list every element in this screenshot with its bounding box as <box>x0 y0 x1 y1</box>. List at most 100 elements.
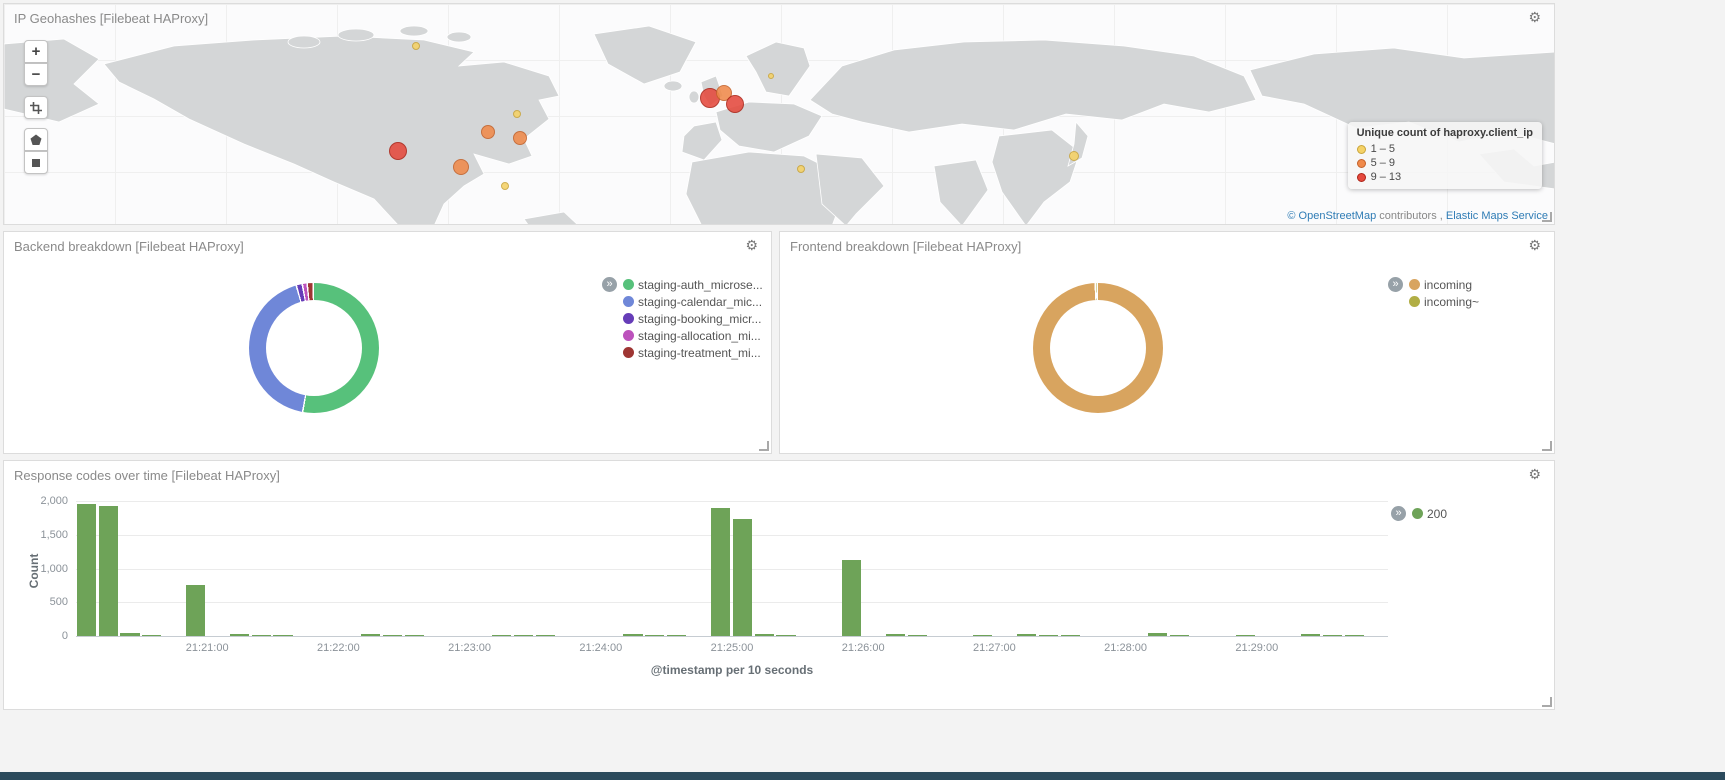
bar-21:23:10[interactable] <box>492 634 512 636</box>
panel-resize-handle[interactable] <box>759 441 769 451</box>
openstreetmap-link[interactable]: OpenStreetMap <box>1298 210 1377 222</box>
bar-21:24:10[interactable] <box>623 633 643 636</box>
bar-21:20:50[interactable] <box>185 584 206 636</box>
backend-donut[interactable] <box>249 283 379 413</box>
map-legend-row: 1 – 5 <box>1356 142 1533 156</box>
legend-item[interactable]: staging-auth_microse... <box>623 276 763 293</box>
map-point[interactable] <box>481 125 495 139</box>
map-point[interactable] <box>453 159 469 175</box>
bar-21:26:10[interactable] <box>885 633 905 636</box>
gear-icon[interactable]: ⚙ <box>1522 9 1547 25</box>
legend-item[interactable]: staging-treatment_mi... <box>623 344 763 361</box>
bar-21:27:10[interactable] <box>1016 633 1037 636</box>
map-point[interactable] <box>412 42 420 50</box>
bar-21:20:10[interactable] <box>98 505 118 636</box>
bar-21:21:10[interactable] <box>229 633 249 636</box>
panel-response-codes: Response codes over time [Filebeat HAPro… <box>3 460 1555 710</box>
donut-hole <box>266 300 362 396</box>
legend-item[interactable]: staging-calendar_mic... <box>623 293 763 310</box>
map-point[interactable] <box>513 110 521 118</box>
bar-21:22:10[interactable] <box>360 633 381 636</box>
bar-21:27:30[interactable] <box>1060 634 1080 636</box>
crop-tool-button[interactable] <box>24 96 48 119</box>
panel-title-backend[interactable]: Backend breakdown [Filebeat HAProxy] <box>14 239 244 254</box>
bar-21:25:20[interactable] <box>776 634 796 636</box>
bar-21:28:10[interactable] <box>1148 633 1168 636</box>
bar-21:20:00[interactable] <box>76 504 96 636</box>
bar-21:25:50[interactable] <box>841 560 862 636</box>
y-tick-label: 1,000 <box>40 562 68 575</box>
gridline <box>76 602 1388 604</box>
legend-item[interactable]: incoming <box>1409 276 1479 293</box>
zoom-in-button[interactable]: + <box>24 40 48 63</box>
map-legend-row: 9 – 13 <box>1356 170 1533 184</box>
bar-21:21:30[interactable] <box>273 634 293 636</box>
panel-title-ip-geohashes[interactable]: IP Geohashes [Filebeat HAProxy] <box>14 11 209 26</box>
legend-toggle-button[interactable]: » <box>602 277 617 292</box>
map-point[interactable] <box>389 142 407 160</box>
bar-21:20:20[interactable] <box>120 632 140 636</box>
map-point[interactable] <box>797 165 805 173</box>
legend-item[interactable]: staging-booking_micr... <box>623 310 763 327</box>
world-map-canvas[interactable] <box>4 4 1554 224</box>
bar-21:27:20[interactable] <box>1038 634 1059 636</box>
bar-21:25:00[interactable] <box>732 519 752 636</box>
bar-21:24:50[interactable] <box>710 507 731 636</box>
rectangle-tool-button[interactable] <box>24 151 48 174</box>
map-point[interactable] <box>513 131 527 145</box>
bar-21:23:30[interactable] <box>535 634 556 636</box>
backend-legend: » staging-auth_microse... staging-calenda… <box>602 276 763 361</box>
panel-resize-handle[interactable] <box>1542 212 1552 222</box>
elastic-maps-service-link[interactable]: Elastic Maps Service <box>1445 210 1548 222</box>
bar-21:21:20[interactable] <box>251 634 271 636</box>
map-point[interactable] <box>1069 151 1079 161</box>
map-fit-control <box>24 96 48 119</box>
legend-item[interactable]: incoming~ <box>1409 293 1479 310</box>
map-attribution: © OpenStreetMap contributors , Elastic M… <box>1287 210 1548 222</box>
bar-21:20:30[interactable] <box>142 634 162 636</box>
map-point[interactable] <box>768 73 774 79</box>
copyright-symbol: © <box>1287 210 1296 222</box>
legend-color-dot <box>623 313 634 324</box>
map-zoom-controls: + − <box>24 40 48 86</box>
bar-21:24:20[interactable] <box>645 634 665 636</box>
legend-label: incoming <box>1424 277 1473 292</box>
zoom-out-button[interactable]: − <box>24 63 48 86</box>
bar-21:23:20[interactable] <box>513 634 534 636</box>
bar-21:28:50[interactable] <box>1235 634 1255 636</box>
panel-resize-handle[interactable] <box>1542 697 1552 707</box>
panel-title-frontend[interactable]: Frontend breakdown [Filebeat HAProxy] <box>790 239 1022 254</box>
bar-21:29:40[interactable] <box>1344 634 1365 636</box>
legend-item[interactable]: 200 <box>1412 505 1447 522</box>
legend-color-dot <box>623 296 634 307</box>
legend-label: staging-treatment_mi... <box>638 345 761 360</box>
gear-icon[interactable]: ⚙ <box>1522 466 1547 482</box>
x-tick-label: 21:24:00 <box>579 642 623 654</box>
y-tick-label: 500 <box>49 596 68 609</box>
panel-title-response-codes[interactable]: Response codes over time [Filebeat HAPro… <box>14 468 280 483</box>
bar-21:26:50[interactable] <box>973 634 993 636</box>
gear-icon[interactable]: ⚙ <box>1522 237 1547 253</box>
bar-21:29:30[interactable] <box>1323 634 1343 636</box>
polygon-tool-button[interactable] <box>24 128 48 151</box>
gear-icon[interactable]: ⚙ <box>739 237 764 253</box>
bar-21:26:20[interactable] <box>907 634 927 636</box>
response-legend: » 200 <box>1391 505 1447 522</box>
legend-toggle-button[interactable]: » <box>1391 506 1406 521</box>
bar-21:29:20[interactable] <box>1301 634 1321 636</box>
x-tick-label: 21:25:00 <box>710 642 754 654</box>
bar-21:28:20[interactable] <box>1169 634 1190 636</box>
frontend-legend: » incoming incoming~ <box>1388 276 1479 310</box>
bar-21:22:20[interactable] <box>382 634 403 636</box>
bar-21:22:30[interactable] <box>404 634 424 636</box>
x-tick-label: 21:29:00 <box>1235 642 1279 654</box>
bar-21:25:10[interactable] <box>754 634 774 636</box>
map-point[interactable] <box>501 182 509 190</box>
frontend-donut[interactable] <box>1033 283 1163 413</box>
legend-item[interactable]: staging-allocation_mi... <box>623 327 763 344</box>
map-point[interactable] <box>726 95 744 113</box>
panel-resize-handle[interactable] <box>1542 441 1552 451</box>
bar-21:24:30[interactable] <box>667 634 687 636</box>
legend-toggle-button[interactable]: » <box>1388 277 1403 292</box>
